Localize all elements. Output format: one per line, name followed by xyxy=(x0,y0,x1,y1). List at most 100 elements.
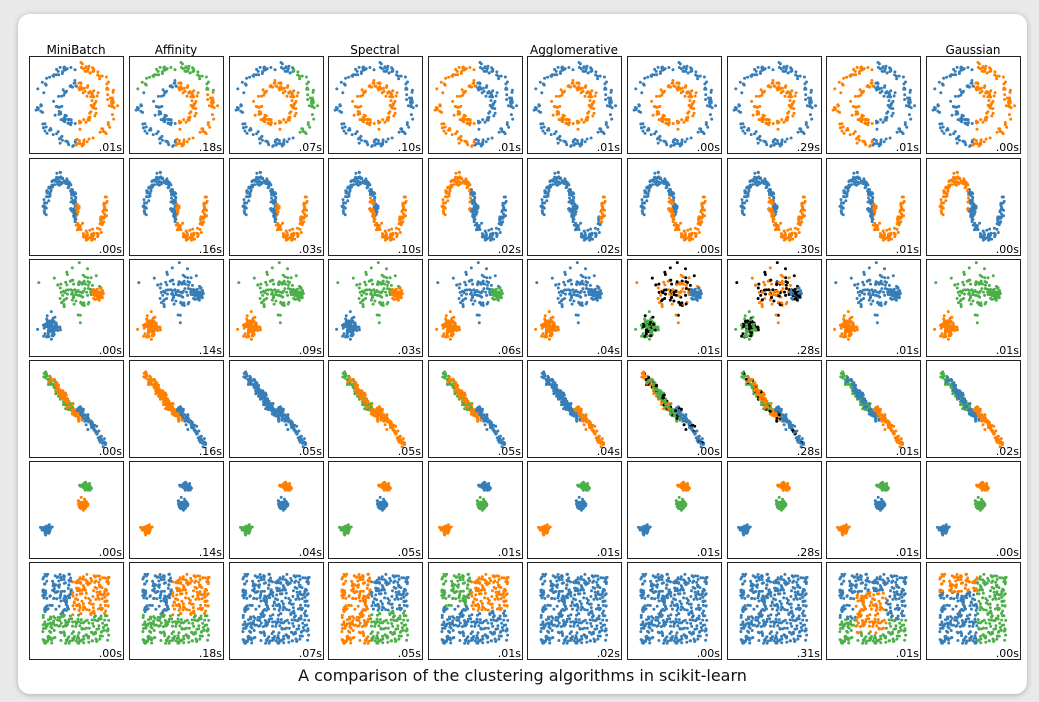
data-point xyxy=(975,127,979,131)
data-point xyxy=(670,200,674,204)
data-point xyxy=(381,86,385,90)
data-point xyxy=(745,186,749,190)
data-point xyxy=(567,66,571,69)
data-point xyxy=(291,95,295,99)
data-point xyxy=(472,79,476,82)
data-point xyxy=(794,70,798,74)
data-point xyxy=(767,189,771,193)
data-point xyxy=(173,79,177,82)
data-point xyxy=(870,79,874,82)
data-point xyxy=(850,113,854,117)
data-point xyxy=(988,136,992,140)
data-point xyxy=(291,136,295,140)
data-point xyxy=(957,182,960,186)
data-point xyxy=(814,104,818,108)
data-point xyxy=(84,238,88,242)
data-point xyxy=(784,233,788,237)
data-point xyxy=(51,321,54,324)
data-point xyxy=(95,287,99,291)
data-point xyxy=(457,137,460,141)
data-point xyxy=(748,183,752,187)
data-point xyxy=(888,136,892,140)
data-point xyxy=(694,233,698,237)
data-point xyxy=(641,201,644,205)
data-point xyxy=(796,227,800,231)
data-point xyxy=(359,138,363,142)
data-point xyxy=(471,81,475,85)
data-point xyxy=(560,67,564,71)
data-point xyxy=(92,89,96,93)
data-point xyxy=(95,226,99,230)
data-point xyxy=(848,133,852,137)
data-point xyxy=(463,114,467,118)
data-point xyxy=(161,176,165,180)
data-point xyxy=(253,113,257,117)
data-point xyxy=(901,195,905,199)
data-point xyxy=(83,287,87,291)
data-point xyxy=(596,77,600,81)
data-point xyxy=(459,104,463,108)
data-point xyxy=(58,286,62,290)
data-point xyxy=(357,176,361,180)
data-point xyxy=(354,105,358,109)
data-point xyxy=(339,80,343,84)
data-point xyxy=(466,121,469,125)
data-point xyxy=(405,121,409,125)
data-point xyxy=(957,94,960,98)
data-point xyxy=(966,189,970,193)
data-point xyxy=(82,118,86,122)
data-point xyxy=(580,235,584,239)
data-point xyxy=(875,227,879,230)
data-point xyxy=(370,85,373,89)
data-point xyxy=(809,90,813,94)
timing-label: .01s xyxy=(896,243,919,256)
data-point xyxy=(1003,121,1007,125)
data-point xyxy=(175,137,179,141)
data-point xyxy=(700,216,704,220)
data-point xyxy=(343,213,347,217)
data-point xyxy=(478,66,482,69)
data-point xyxy=(687,103,691,107)
data-point xyxy=(554,182,557,186)
data-point xyxy=(896,231,900,234)
data-point xyxy=(91,95,95,99)
data-point xyxy=(557,118,561,122)
data-point xyxy=(87,64,91,68)
data-point xyxy=(143,122,147,126)
data-point xyxy=(648,183,652,187)
timing-label: .30s xyxy=(797,243,820,256)
data-point xyxy=(72,282,76,286)
data-point xyxy=(481,235,485,239)
data-point xyxy=(445,190,449,194)
data-point xyxy=(743,76,747,80)
data-point xyxy=(242,126,245,130)
data-point xyxy=(405,98,409,101)
data-point xyxy=(456,94,459,98)
data-point xyxy=(86,293,90,297)
data-point xyxy=(974,81,978,85)
data-point xyxy=(216,104,220,108)
data-point xyxy=(655,110,659,113)
timing-label: .00s xyxy=(996,243,1019,256)
data-point xyxy=(272,200,276,204)
data-point xyxy=(182,86,186,90)
data-point xyxy=(472,140,476,144)
data-point xyxy=(185,140,189,144)
data-point xyxy=(550,99,554,103)
data-point xyxy=(672,223,676,227)
data-point xyxy=(85,290,88,294)
data-point xyxy=(780,86,784,90)
data-point xyxy=(572,223,576,227)
data-point xyxy=(677,85,681,89)
data-point xyxy=(112,106,116,110)
data-point xyxy=(73,288,77,292)
data-point xyxy=(341,198,345,202)
data-point xyxy=(265,177,269,181)
data-point xyxy=(958,70,961,74)
data-point xyxy=(61,88,65,92)
data-point xyxy=(843,195,847,199)
data-point xyxy=(388,103,392,107)
data-point xyxy=(603,199,607,203)
data-point xyxy=(61,70,64,74)
data-point xyxy=(288,111,292,115)
